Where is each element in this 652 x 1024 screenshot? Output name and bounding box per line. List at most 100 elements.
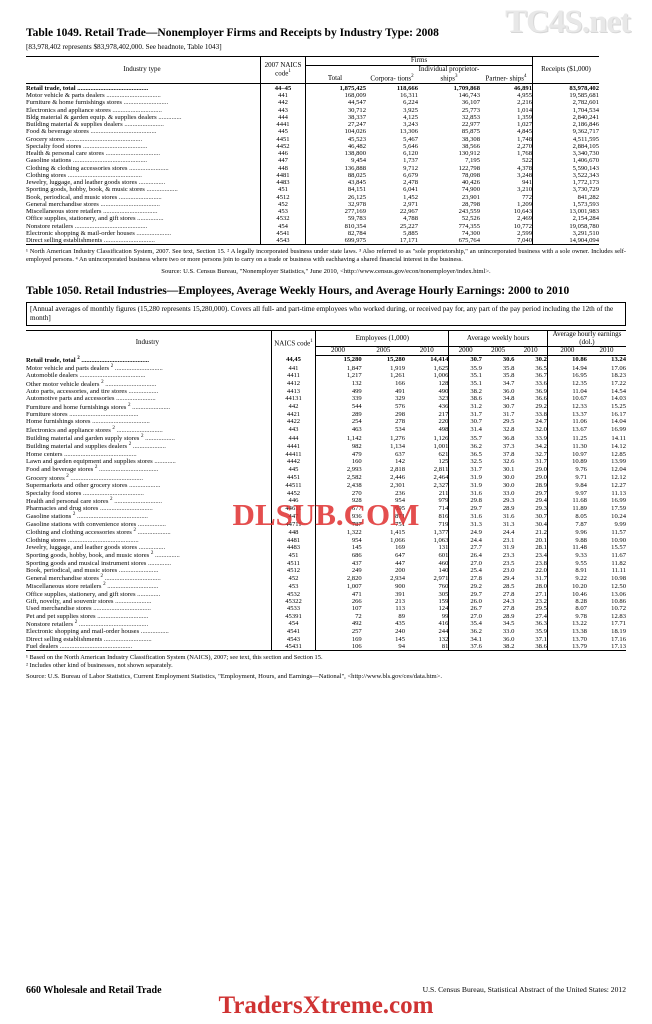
row-value: 954 [395,497,406,505]
row-value: 490 [405,388,450,396]
col-header-receipts-label: Receipts ($1,000) [541,65,591,74]
col-header-corporations-label: Corpora- tions [370,74,412,83]
row-value: 36.0 [502,388,515,396]
col2-header-naics-label: NAICS code [274,339,311,348]
row-value: 11.11 [611,566,626,574]
row-label: Furniture & home furnishings stores ....… [26,99,261,107]
row-value: 36.6 [514,395,548,403]
row-value: 1,847 [346,364,362,372]
row-value: 15,280 [386,356,406,364]
row-value: 13.06 [611,590,626,598]
row-value: 3,291,510 [532,229,599,238]
row-value: 1,768 [517,150,532,158]
row-value: 20.1 [514,536,548,544]
row-value: 1,415 [390,528,406,536]
row-value: 2,971 [405,574,450,583]
row-value: 16.95 [572,372,587,380]
row-value: 13.24 [611,356,626,364]
col-header-receipts: Receipts ($1,000) [532,56,599,84]
row-value: 26.4 [470,551,482,559]
table-row: Specialty food stores ..................… [26,142,626,151]
row-label: Electronics and appliance stores .......… [26,106,261,114]
row-label: Lawn and garden equipment and supplies s… [26,458,272,466]
row-value: 38.2 [470,388,482,396]
row-value: 1,066 [390,536,406,544]
row-label: Electronic shopping & mail-order houses … [26,229,261,238]
row-value: 36.5 [470,450,482,458]
row-value: 35.1 [470,380,482,388]
row-naics: 442 [271,402,317,412]
row-value: 936 [351,513,362,521]
table-row: Miscellaneous store retailers 2 ........… [26,582,626,591]
row-value: 169 [395,543,406,551]
row-value: 2,154,284 [532,215,599,223]
row-value: 2,446 [390,474,406,482]
row-value: 14.94 [572,364,587,372]
table-row: Miscellaneous store retailers ..........… [26,208,626,216]
row-value: 941 [522,179,532,187]
col-header-individual-sup: 3 [454,73,458,79]
col-header-corporations-sup: 2 [411,73,414,79]
row-value: 40,426 [461,179,480,187]
row-naics: 447 [271,512,317,521]
row-value: 699,975 [305,237,366,246]
table-1050-footnotes: ¹ Based on the North American Industry C… [26,654,323,670]
row-value: 12.35 [572,380,587,388]
row-value: 14.12 [611,443,626,451]
row-value: 22,967 [399,208,418,216]
row-value: 85,875 [461,128,480,136]
row-value: 1,452 [403,193,418,201]
row-value: 130,912 [458,150,480,158]
table-row: Office supplies, stationery, and gift st… [26,590,626,599]
table-row: Fuel dealers ...........................… [26,642,626,652]
row-value: 266 [351,598,362,606]
row-value: 27.8 [502,605,515,613]
row-label: Fuel dealers ...........................… [26,642,272,652]
row-value: 18.19 [611,628,626,636]
row-value: 6,041 [403,186,418,194]
row-value: 391 [395,590,406,598]
row-value: 34.2 [514,442,548,451]
table-1050-head: Industry NAICS code1 Employees (1,000) A… [26,330,626,357]
row-value: 36.2 [470,443,482,451]
table-1050: Industry NAICS code1 Employees (1,000) A… [26,330,626,652]
row-naics: 4533 [271,605,317,613]
row-value: 3,243 [403,121,418,129]
table-1049-footnotes: ¹ North American Industry Classification… [26,248,626,264]
row-value: 9.99 [614,520,626,528]
row-value: 43,845 [347,179,366,187]
row-value: 2,438 [346,482,362,490]
row-label: General merchandise stores 2 ...........… [26,574,272,583]
row-naics: 454 [271,619,317,629]
row-naics: 4512 [260,193,306,201]
row-value: 10.72 [611,605,626,613]
row-value: 27.8 [470,574,482,582]
row-value: 2,464 [405,473,450,483]
row-value: 78,098 [461,171,480,179]
row-naics: 4442 [271,458,317,466]
row-naics: 453 [260,208,306,216]
row-value: 132 [351,380,362,388]
row-value: 1,704,534 [532,106,599,114]
table-row: Other motor vehicle dealers 2 ..........… [26,379,626,389]
row-value: 11.48 [572,543,587,551]
row-value: 35.9 [514,628,548,636]
row-value: 88,025 [347,171,366,179]
row-value: 305 [405,590,450,599]
col2-header-hourly-group: Average hourly earnings (dol.) [547,330,626,348]
table-1050-year-row: 2000 2005 2010 2000 2005 2010 2000 2010 [26,347,626,357]
row-value: 9.71 [575,474,587,482]
row-value: 30.4 [514,520,548,529]
row-value: 31.6 [502,513,515,521]
row-naics: 4532 [260,215,306,223]
row-naics: 4422 [271,418,317,426]
row-value: 30.1 [502,465,515,473]
row-value: 1,377 [405,528,450,537]
row-value: 2,811 [405,465,450,474]
table-row: Health and personal care stores 2 ......… [26,496,626,506]
row-value: 27.0 [470,612,482,620]
row-value: 27.7 [470,543,482,551]
row-value: 74,900 [461,186,480,194]
row-label: Health and personal care stores 2 ......… [26,496,272,506]
row-naics: 44,45 [271,355,317,365]
